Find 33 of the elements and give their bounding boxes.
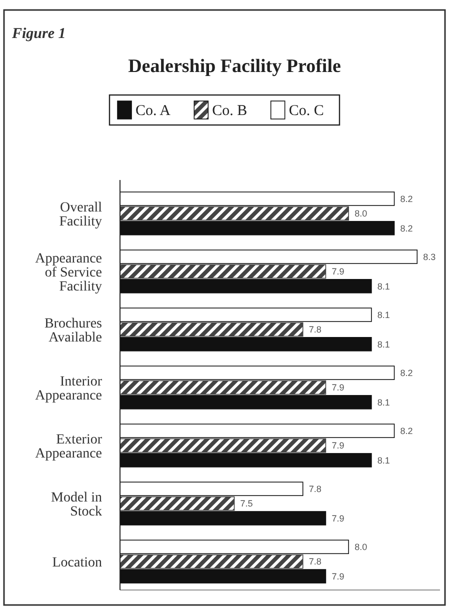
data-label: 7.8 bbox=[308, 324, 322, 335]
data-label: 8.0 bbox=[354, 542, 368, 552]
data-label: 8.0 bbox=[354, 208, 368, 219]
data-label: 8.1 bbox=[377, 455, 390, 466]
data-label: 7.9 bbox=[332, 513, 344, 524]
data-label: 7.5 bbox=[240, 498, 253, 509]
data-label: 8.1 bbox=[377, 397, 390, 408]
y-tick-label: Exterior Appearance bbox=[35, 432, 102, 462]
data-label: 7.8 bbox=[308, 484, 322, 494]
y-tick-label: Overall Facility bbox=[59, 200, 102, 230]
data-label: 7.8 bbox=[308, 556, 322, 567]
legend-label: Co. C bbox=[288, 103, 324, 119]
chart-title: Dealership Facility Profile bbox=[128, 56, 341, 77]
data-label: 8.2 bbox=[400, 194, 413, 204]
data-label: 7.9 bbox=[332, 571, 344, 582]
legend-label: Co. B bbox=[212, 103, 248, 119]
data-label: 7.9 bbox=[332, 266, 344, 277]
data-label: 8.1 bbox=[377, 281, 390, 292]
legend-label: Co. A bbox=[136, 103, 171, 119]
data-label: 8.3 bbox=[423, 252, 436, 262]
data-label: 8.2 bbox=[400, 426, 413, 436]
caption: Figure 1 bbox=[11, 26, 66, 42]
data-label: 8.1 bbox=[377, 310, 390, 320]
y-tick-label: Appearance of Service Facility bbox=[35, 251, 102, 294]
data-label: 8.1 bbox=[377, 339, 390, 350]
data-label: 8.2 bbox=[400, 223, 413, 234]
y-tick-label: Interior Appearance bbox=[35, 374, 102, 404]
data-label: 7.9 bbox=[332, 440, 344, 451]
y-tick-label: Location bbox=[52, 555, 102, 570]
data-label: 7.9 bbox=[332, 382, 344, 393]
data-label: 8.2 bbox=[400, 368, 413, 378]
y-tick-label: Brochures Available bbox=[44, 316, 102, 346]
y-tick-label: Model in Stock bbox=[51, 490, 102, 520]
